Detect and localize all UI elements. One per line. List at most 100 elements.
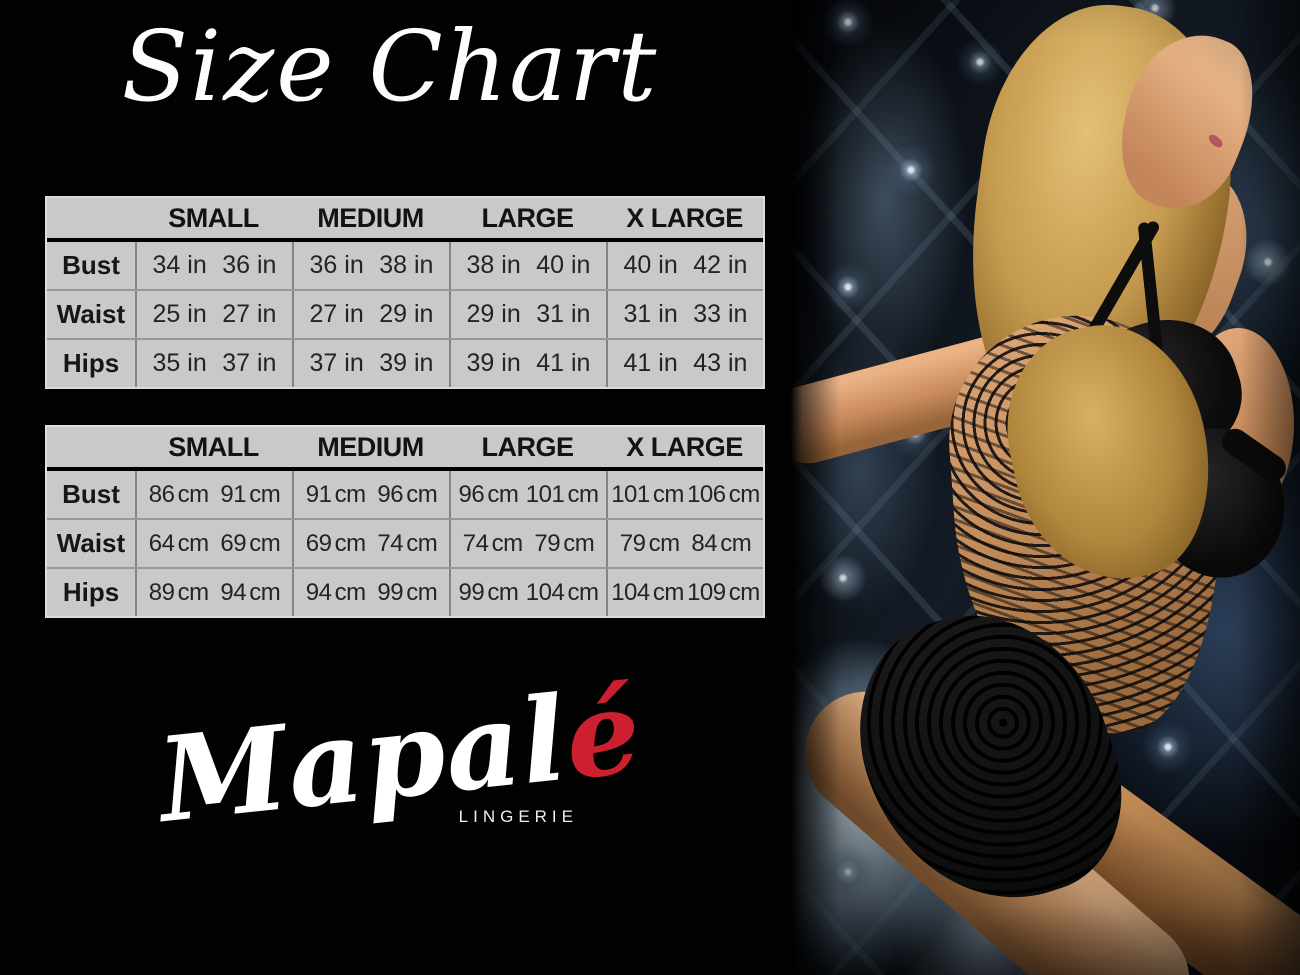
row-label-hips: Hips bbox=[62, 577, 120, 607]
size-value: 74 cm bbox=[462, 529, 523, 557]
size-value: 42 in bbox=[693, 251, 748, 279]
size-value: 37 in bbox=[222, 349, 277, 377]
table-row-hips: Hips 89 cm 94 cm 94 cm 99 cm 99 cm 104 cm 1… bbox=[47, 567, 763, 616]
size-value: 27 in bbox=[309, 300, 364, 328]
size-value: 96 cm bbox=[377, 480, 438, 508]
size-value: 25 in bbox=[152, 300, 207, 328]
size-cell: 27 in 29 in bbox=[292, 291, 449, 338]
size-cell: 64 cm 69 cm bbox=[135, 520, 292, 567]
model-photo-illustration bbox=[790, 0, 1300, 975]
column-header-medium: MEDIUM bbox=[317, 431, 424, 462]
table-row-bust: Bust 34 in 36 in 36 in 38 in 38 in 40 in 40… bbox=[47, 242, 763, 289]
size-value: 38 in bbox=[466, 251, 521, 279]
size-cell: 34 in 36 in bbox=[135, 242, 292, 289]
size-cell: 35 in 37 in bbox=[135, 340, 292, 387]
size-value: 99 cm bbox=[377, 578, 438, 606]
size-table-centimeters: SMALL MEDIUM LARGE X LARGE Bust 86 cm 91 … bbox=[45, 425, 765, 618]
row-label-waist: Waist bbox=[56, 299, 126, 329]
size-value: 106 cm bbox=[687, 480, 760, 508]
size-value: 31 in bbox=[536, 300, 591, 328]
brand-accent-letter: é bbox=[558, 663, 648, 807]
size-value: 31 in bbox=[623, 300, 678, 328]
size-cell: 104 cm 109 cm bbox=[606, 569, 763, 616]
size-cell: 39 in 41 in bbox=[449, 340, 606, 387]
size-value: 40 in bbox=[623, 251, 678, 279]
column-header-xlarge: X LARGE bbox=[626, 202, 743, 233]
size-cell: 86 cm 91 cm bbox=[135, 471, 292, 518]
size-value: 29 in bbox=[379, 300, 434, 328]
row-label-hips: Hips bbox=[62, 348, 120, 378]
size-value: 39 in bbox=[466, 349, 521, 377]
size-cell: 89 cm 94 cm bbox=[135, 569, 292, 616]
size-cell: 41 in 43 in bbox=[606, 340, 763, 387]
size-value: 89 cm bbox=[148, 578, 209, 606]
size-value: 29 in bbox=[466, 300, 521, 328]
table-header-row: SMALL MEDIUM LARGE X LARGE bbox=[47, 198, 763, 242]
size-cell: 74 cm 79 cm bbox=[449, 520, 606, 567]
size-value: 69 cm bbox=[220, 529, 281, 557]
size-value: 39 in bbox=[379, 349, 434, 377]
size-value: 41 in bbox=[623, 349, 678, 377]
page-title: Size Chart bbox=[121, 10, 659, 123]
size-value: 99 cm bbox=[458, 578, 519, 606]
table-row-hips: Hips 35 in 37 in 37 in 39 in 39 in 41 in 41… bbox=[47, 338, 763, 387]
size-cell: 31 in 33 in bbox=[606, 291, 763, 338]
table-row-bust: Bust 86 cm 91 cm 91 cm 96 cm 96 cm 101 cm 1… bbox=[47, 471, 763, 518]
size-value: 40 in bbox=[536, 251, 591, 279]
size-value: 37 in bbox=[309, 349, 364, 377]
size-value: 96 cm bbox=[458, 480, 519, 508]
size-cell: 36 in 38 in bbox=[292, 242, 449, 289]
size-value: 84 cm bbox=[691, 529, 752, 557]
brand-logo: Mapalé LINGERIE bbox=[150, 663, 650, 849]
column-header-medium: MEDIUM bbox=[317, 202, 424, 233]
size-cell: 94 cm 99 cm bbox=[292, 569, 449, 616]
size-value: 69 cm bbox=[305, 529, 366, 557]
size-cell: 40 in 42 in bbox=[606, 242, 763, 289]
size-value: 101 cm bbox=[525, 480, 599, 508]
size-value: 64 cm bbox=[148, 529, 209, 557]
size-value: 35 in bbox=[152, 349, 207, 377]
brand-subtitle: LINGERIE bbox=[458, 807, 578, 827]
size-cell: 69 cm 74 cm bbox=[292, 520, 449, 567]
table-row-waist: Waist 64 cm 69 cm 69 cm 74 cm 74 cm 79 cm 7… bbox=[47, 518, 763, 567]
size-value: 34 in bbox=[152, 251, 207, 279]
size-cell: 101 cm 106 cm bbox=[606, 471, 763, 518]
size-value: 79 cm bbox=[534, 529, 595, 557]
column-header-large: LARGE bbox=[481, 431, 575, 462]
size-cell: 25 in 27 in bbox=[135, 291, 292, 338]
table-header-row: SMALL MEDIUM LARGE X LARGE bbox=[47, 427, 763, 471]
column-header-xlarge: X LARGE bbox=[626, 431, 743, 462]
row-label-waist: Waist bbox=[56, 528, 126, 558]
size-value: 36 in bbox=[309, 251, 364, 279]
size-value: 101 cm bbox=[611, 480, 684, 508]
column-header-small: SMALL bbox=[168, 431, 259, 462]
size-cell: 96 cm 101 cm bbox=[449, 471, 606, 518]
size-value: 109 cm bbox=[687, 578, 760, 606]
size-table-inches: SMALL MEDIUM LARGE X LARGE Bust 34 in 36 … bbox=[45, 196, 765, 389]
column-header-small: SMALL bbox=[168, 202, 259, 233]
table-row-waist: Waist 25 in 27 in 27 in 29 in 29 in 31 in 3… bbox=[47, 289, 763, 338]
row-label-bust: Bust bbox=[62, 250, 120, 280]
size-cell: 29 in 31 in bbox=[449, 291, 606, 338]
size-value: 104 cm bbox=[611, 578, 684, 606]
size-value: 74 cm bbox=[377, 529, 438, 557]
size-value: 36 in bbox=[222, 251, 277, 279]
size-cell: 37 in 39 in bbox=[292, 340, 449, 387]
size-value: 94 cm bbox=[220, 578, 281, 606]
size-cell: 38 in 40 in bbox=[449, 242, 606, 289]
size-value: 38 in bbox=[379, 251, 434, 279]
size-value: 86 cm bbox=[148, 480, 209, 508]
size-value: 94 cm bbox=[305, 578, 366, 606]
size-cell: 79 cm 84 cm bbox=[606, 520, 763, 567]
size-value: 91 cm bbox=[220, 480, 281, 508]
size-cell: 99 cm 104 cm bbox=[449, 569, 606, 616]
size-value: 91 cm bbox=[305, 480, 366, 508]
size-value: 33 in bbox=[693, 300, 748, 328]
size-value: 43 in bbox=[693, 349, 748, 377]
size-value: 41 in bbox=[536, 349, 591, 377]
size-value: 79 cm bbox=[619, 529, 680, 557]
photo-vignette bbox=[790, 0, 1300, 975]
row-label-bust: Bust bbox=[62, 479, 120, 509]
column-header-large: LARGE bbox=[481, 202, 575, 233]
